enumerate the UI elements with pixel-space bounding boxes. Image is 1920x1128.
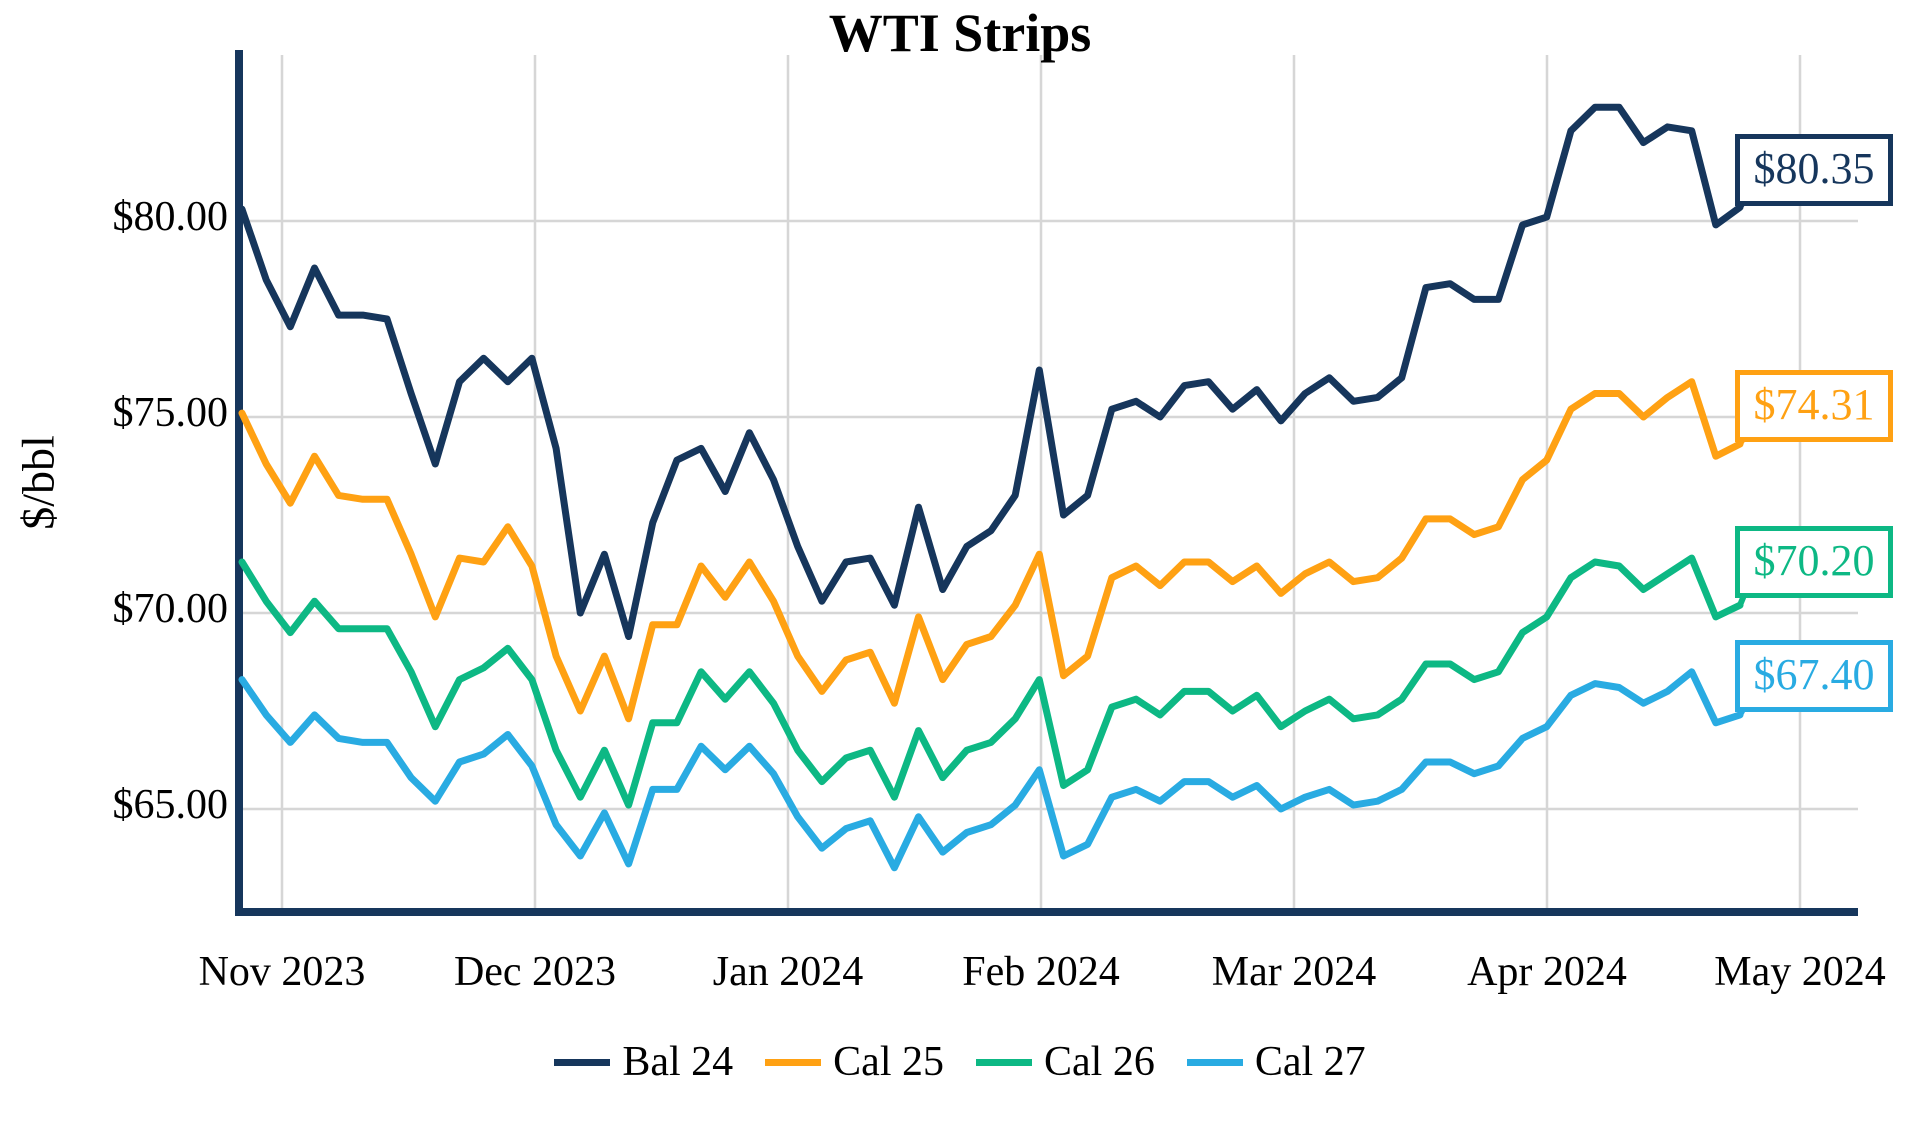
legend-label: Cal 27 bbox=[1254, 1039, 1366, 1085]
legend-item-cal-25: Cal 25 bbox=[765, 1038, 944, 1086]
y-tick-label: $75.00 bbox=[112, 390, 229, 436]
chart-title: WTI Strips bbox=[828, 3, 1092, 63]
chart-legend: Bal 24 Cal 25 Cal 26 Cal 27 bbox=[0, 1038, 1920, 1086]
x-tick-label: Dec 2023 bbox=[453, 949, 617, 995]
y-axis-line bbox=[235, 50, 243, 912]
series-line-cal-27 bbox=[238, 668, 1744, 872]
legend-item-cal-27: Cal 27 bbox=[1186, 1038, 1366, 1086]
legend-line-swatch bbox=[765, 1058, 822, 1066]
x-tick-label: Jan 2024 bbox=[712, 949, 864, 995]
legend-item-bal-24: Bal 24 bbox=[554, 1038, 733, 1086]
legend-line-swatch bbox=[1186, 1058, 1243, 1066]
series-line-cal-26 bbox=[238, 554, 1744, 809]
x-tick-label: Mar 2024 bbox=[1211, 949, 1377, 995]
y-axis-title: $/bbl bbox=[12, 435, 64, 530]
end-value-label: $70.20 bbox=[1735, 526, 1893, 598]
y-tick-label: $70.00 bbox=[112, 586, 229, 632]
y-tick-label: $65.00 bbox=[112, 782, 229, 828]
legend-line-swatch bbox=[554, 1058, 611, 1066]
legend-label: Cal 26 bbox=[1044, 1039, 1155, 1085]
end-value-label: $74.31 bbox=[1735, 370, 1893, 442]
x-tick-label: Nov 2023 bbox=[198, 949, 366, 995]
legend-line-swatch bbox=[976, 1058, 1032, 1066]
end-value-label: $80.35 bbox=[1735, 134, 1893, 206]
end-value-label: $67.40 bbox=[1735, 640, 1893, 712]
x-tick-label: Feb 2024 bbox=[962, 949, 1120, 995]
legend-label: Bal 24 bbox=[622, 1039, 734, 1085]
legend-item-cal-26: Cal 26 bbox=[976, 1038, 1155, 1086]
series-line-bal-24 bbox=[238, 103, 1744, 640]
legend-label: Cal 25 bbox=[833, 1039, 944, 1085]
x-tick-label: May 2024 bbox=[1714, 949, 1886, 995]
x-tick-label: Apr 2024 bbox=[1467, 949, 1627, 995]
x-axis-line bbox=[235, 908, 1858, 916]
y-tick-label: $80.00 bbox=[112, 194, 229, 240]
series-line-cal-25 bbox=[238, 378, 1744, 723]
